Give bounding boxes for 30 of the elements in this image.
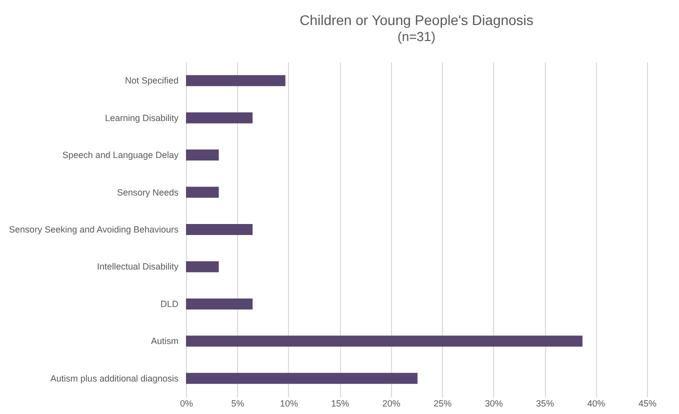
x-tick-label: 30% — [484, 398, 503, 408]
y-tick-label: Autism — [150, 336, 178, 346]
x-tick-label: 45% — [638, 398, 657, 408]
y-tick-label: Sensory Seeking and Avoiding Behaviours — [9, 224, 179, 234]
bar — [186, 75, 286, 86]
x-tick-label: 40% — [587, 398, 606, 408]
x-tick-label: 10% — [280, 398, 298, 408]
bar — [186, 150, 219, 161]
bar — [186, 372, 418, 384]
bar — [186, 186, 219, 198]
y-tick-label: Speech and Language Delay — [62, 150, 179, 160]
bar — [186, 261, 219, 272]
x-tick-label: 20% — [382, 398, 400, 408]
y-tick-label: Sensory Needs — [116, 187, 179, 198]
y-tick-label: Autism plus additional diagnosis — [50, 373, 179, 384]
x-tick-label: 15% — [331, 398, 350, 408]
y-tick-label: DLD — [160, 298, 179, 309]
y-tick-label: Not Specified — [124, 76, 178, 86]
x-tick-label: 35% — [536, 398, 554, 408]
chart-title: Children or Young People's Diagnosis — [300, 12, 534, 28]
x-tick-label: 0% — [180, 398, 194, 408]
y-tick-label: Learning Disability — [104, 112, 179, 123]
bar — [186, 224, 253, 235]
bar — [186, 336, 582, 347]
bar — [186, 112, 253, 124]
bar — [186, 298, 253, 310]
chart-subtitle: (n=31) — [398, 29, 436, 44]
x-tick-label: 5% — [231, 398, 244, 408]
x-tick-label: 25% — [434, 398, 452, 408]
y-tick-label: Intellectual Disability — [96, 262, 179, 272]
